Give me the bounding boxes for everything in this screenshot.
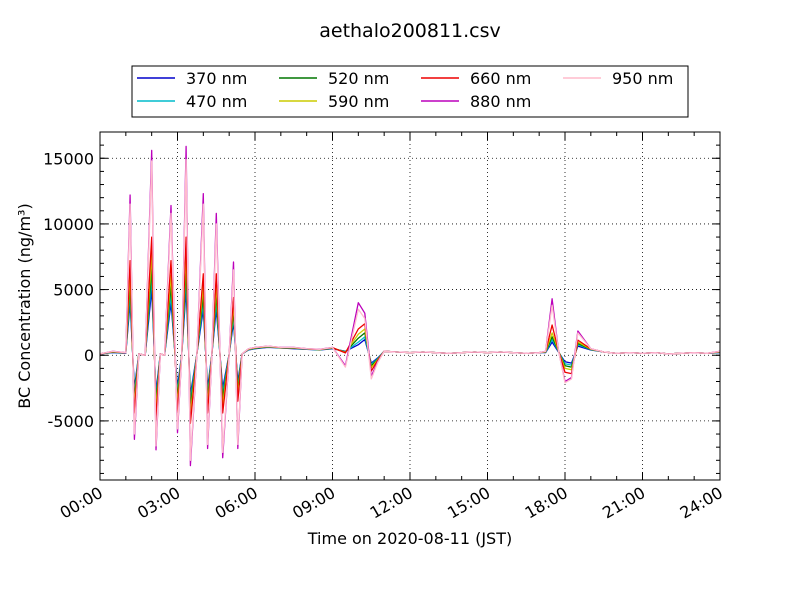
x-tick-label: 15:00	[444, 483, 493, 523]
y-axis: -5000 0 5000 10000 15000	[43, 131, 720, 474]
legend-label-590-nm: 590 nm	[328, 92, 389, 111]
y-tick-label: 15000	[43, 149, 94, 168]
legend-label-660-nm: 660 nm	[470, 69, 531, 88]
x-tick-label: 12:00	[367, 483, 416, 523]
x-axis-label: Time on 2020-08-11 (JST)	[307, 529, 512, 548]
legend-items: 370 nm 470 nm 520 nm 590 nm 660 nm 880 nm 950 …	[137, 69, 673, 111]
y-tick-label: -5000	[48, 412, 95, 431]
chart-title: aethalo200811.csv	[319, 20, 501, 42]
x-tick-label: 00:00	[57, 483, 106, 523]
series-group	[99, 145, 721, 467]
legend-label-880-nm: 880 nm	[470, 92, 531, 111]
legend-box	[131, 65, 689, 118]
legend-label-470-nm: 470 nm	[186, 92, 247, 111]
x-tick-label: 18:00	[522, 483, 571, 523]
legend-label-520-nm: 520 nm	[328, 69, 389, 88]
series-line-660-nm	[99, 236, 721, 425]
y-axis-label: BC Concentration (ng/m³)	[15, 203, 34, 408]
y-tick-label: 10000	[43, 215, 94, 234]
x-tick-label: 24:00	[677, 483, 726, 523]
x-tick-label: 06:00	[212, 483, 261, 523]
series-line-950-nm	[99, 158, 721, 461]
plot-area: 00:00 03:00 06:00 09:00 12:00 15:00 18:00 21:00…	[43, 131, 726, 523]
legend-label-950-nm: 950 nm	[612, 69, 673, 88]
x-tick-label: 03:00	[134, 483, 183, 523]
y-tick-label: 5000	[53, 281, 94, 300]
x-axis: 00:00 03:00 06:00 09:00 12:00 15:00 18:00 21:00…	[57, 132, 726, 523]
legend: 370 nm 470 nm 520 nm 590 nm 660 nm 880 nm 950 …	[131, 65, 689, 118]
y-tick-label: 0	[84, 346, 94, 365]
grid	[100, 132, 720, 480]
x-tick-label: 21:00	[599, 483, 648, 523]
x-tick-label: 09:00	[289, 483, 338, 523]
legend-label-370-nm: 370 nm	[186, 69, 247, 88]
